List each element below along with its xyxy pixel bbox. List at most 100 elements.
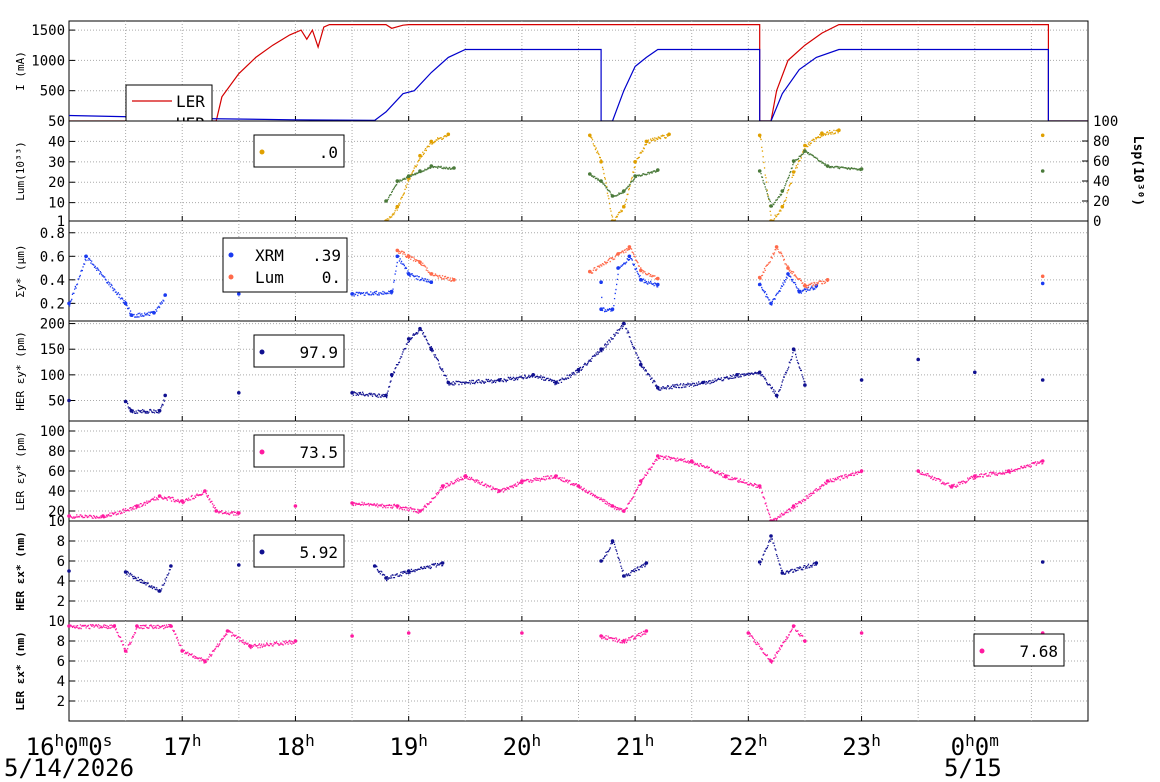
legend-value: 5.92 (299, 543, 338, 562)
legend-marker (259, 549, 265, 555)
data-point (639, 362, 643, 367)
panel-her-vertical-emittance: 50 100 150 200 HER εy* (pm) 97.9 (14, 317, 1089, 422)
right-axis-label: Lsp(10³⁰) (1130, 136, 1145, 206)
legend-box (253, 334, 345, 368)
y-tick-label: 40 (48, 134, 65, 150)
plot-area (68, 620, 1089, 722)
right-tick-label: 0 (1093, 214, 1101, 230)
time-tick-label: 20h (503, 731, 542, 761)
y-tick-label: 10 (48, 196, 65, 212)
y-tick-label: 0.4 (40, 273, 65, 289)
panel-her-horizontal-emittance: 2 4 6 8 HER εx* (nm) 5.92 (14, 520, 1089, 622)
y-tick-label: 2 (57, 594, 65, 610)
y-axis-label: LER εx* (nm) (14, 631, 27, 710)
y-tick-label: 0.2 (40, 296, 65, 312)
y-axis-label: I (mA) (14, 51, 27, 91)
legend-name: XRM (255, 246, 284, 265)
start-date-label: 5/14/2026 (4, 754, 135, 782)
legend-marker (228, 252, 234, 258)
y-tick-label: 1000 (31, 53, 65, 69)
series-trace-ler (69, 624, 806, 664)
time-tick-label: 0h0m (951, 731, 999, 761)
data-point (1040, 281, 1045, 286)
y-tick-label: 4 (57, 574, 65, 590)
y-tick-label: 20 (48, 504, 65, 520)
y-tick-label: 100 (40, 424, 65, 440)
legend: .0 (253, 134, 345, 168)
series-line-her (68, 48, 1088, 122)
legend-label-ler: LER (176, 92, 205, 111)
data-point (293, 504, 298, 508)
y-tick-label: 8 (57, 634, 65, 650)
legend-name: Lum (255, 268, 284, 287)
data-point (237, 292, 241, 296)
legend-marker (979, 648, 985, 654)
right-tick-label: 60 (1093, 154, 1110, 170)
y-tick-label: 100 (40, 368, 65, 384)
y-tick-label: 50 (48, 114, 65, 130)
y-tick-label: 0.6 (40, 249, 65, 265)
y-axis-label: HER εx* (nm) (14, 531, 27, 610)
y-tick-label: 30 (48, 155, 65, 171)
data-point (452, 278, 456, 282)
data-point (973, 370, 977, 375)
data-point (1040, 133, 1045, 138)
y-tick-label: 1500 (31, 23, 65, 39)
y-tick-label: 6 (57, 554, 65, 570)
legend-box (973, 633, 1065, 667)
y-tick-label: 6 (57, 654, 65, 670)
right-tick-label: 80 (1093, 134, 1110, 150)
data-point (803, 383, 807, 387)
legend-value: .0 (319, 143, 338, 162)
data-point (237, 391, 241, 395)
y-tick-label: 1 (57, 214, 65, 230)
time-tick-label: 22h (729, 731, 768, 761)
data-point (916, 357, 920, 362)
data-point (67, 398, 71, 403)
y-tick-label: 80 (48, 444, 65, 460)
legend-box (253, 134, 345, 168)
right-tick-label: 40 (1093, 174, 1110, 190)
legend-box (253, 534, 345, 568)
data-point (656, 385, 660, 390)
next-date-label: 5/15 (944, 754, 1002, 782)
data-point (446, 132, 451, 137)
right-tick-label: 20 (1093, 194, 1110, 210)
legend: XRM .39 Lum 0. (222, 237, 348, 293)
legend-value: 73.5 (299, 443, 338, 462)
right-tick-label: 100 (1093, 114, 1118, 130)
plot-area (68, 520, 1089, 622)
data-point (350, 634, 354, 638)
y-axis-label: Lum(10³³) (14, 141, 27, 201)
time-tick-label: 23h (842, 731, 881, 761)
data-point (757, 133, 762, 138)
legend-box (253, 434, 345, 468)
time-axis: 16h0m0s 17h 18h 19h 20h 21h 22h 23h 0h0m (26, 731, 999, 761)
y-tick-label: 4 (57, 674, 65, 690)
data-point (576, 367, 581, 372)
legend: 7.68 (973, 633, 1065, 667)
data-point (520, 631, 524, 635)
data-point (599, 634, 603, 638)
y-tick-label: 60 (48, 464, 65, 480)
y-tick-label: 40 (48, 484, 65, 500)
y-tick-label: 10 (48, 614, 65, 630)
data-point (757, 560, 762, 564)
y-tick-label: 200 (40, 317, 65, 333)
legend: 97.9 (253, 334, 345, 368)
panel-vertical-beam-size: 0.2 0.4 0.6 0.8 Σy* (μm) XRM .39 Lum 0. (14, 220, 1089, 322)
data-point (406, 631, 411, 635)
y-axis-label: HER εy* (pm) (14, 331, 27, 410)
data-point (814, 561, 819, 565)
plot-area (68, 120, 1089, 222)
panel-luminosity: 1 10 20 30 40 50 Lum(10³³) 0 20 40 60 80 100 Lsp(10³⁰… (14, 114, 1145, 230)
legend-marker (259, 149, 265, 155)
legend-marker (259, 449, 265, 455)
y-tick-label: 50 (48, 393, 65, 409)
time-tick-label: 21h (616, 731, 655, 761)
data-point (406, 569, 411, 573)
series-trace-lsp (386, 150, 863, 208)
y-tick-label: 500 (40, 84, 65, 100)
